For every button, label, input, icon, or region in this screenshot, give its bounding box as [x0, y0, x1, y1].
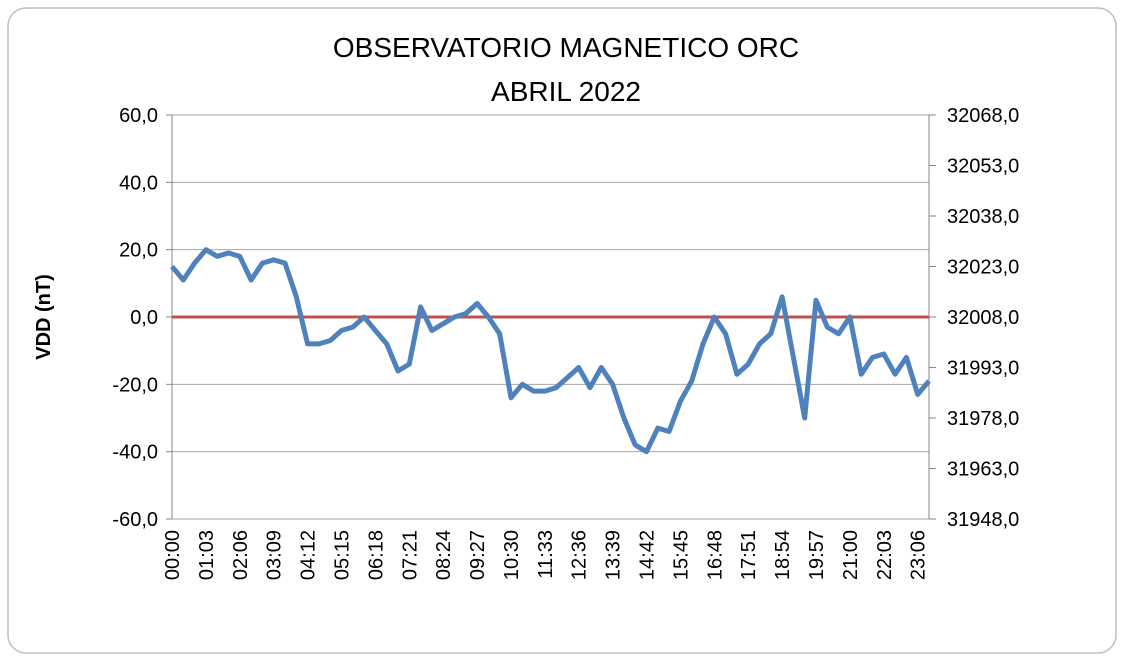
y-tick-label: -20,0 — [112, 374, 158, 396]
chart-subtitle: ABRIL 2022 — [491, 76, 641, 107]
x-tick-label: 08:24 — [433, 530, 455, 580]
x-tick-label: 15:45 — [670, 530, 692, 580]
y2-tick-label: 32068,0 — [947, 105, 1019, 127]
y-tick-label: 0,0 — [130, 307, 158, 329]
x-tick-label: 16:48 — [704, 530, 726, 580]
y-axis-label: VDD (nT) — [33, 274, 55, 360]
y2-tick-label: 32053,0 — [947, 156, 1019, 178]
y2-tick-label: 32038,0 — [947, 206, 1019, 228]
x-tick-label: 17:51 — [738, 530, 760, 580]
y2-tick-label: 31963,0 — [947, 459, 1019, 481]
y-tick-label: 20,0 — [119, 240, 158, 262]
x-tick-label: 05:15 — [331, 530, 353, 580]
chart-title: OBSERVATORIO MAGNETICO ORC — [333, 32, 799, 63]
x-tick-label: 02:06 — [230, 530, 252, 580]
y-tick-label: 60,0 — [119, 105, 158, 127]
x-tick-label: 07:21 — [399, 530, 421, 580]
x-tick-label: 12:36 — [569, 530, 591, 580]
x-tick-label: 21:00 — [840, 530, 862, 580]
x-tick-label: 22:03 — [874, 530, 896, 580]
y2-tick-label: 31978,0 — [947, 408, 1019, 430]
x-tick-label: 23:06 — [908, 530, 930, 580]
y2-tick-label: 32023,0 — [947, 257, 1019, 279]
x-tick-label: 09:27 — [467, 530, 489, 580]
x-tick-label: 03:09 — [264, 530, 286, 580]
chart-border — [7, 7, 1117, 654]
x-tick-label: 01:03 — [196, 530, 218, 580]
y2-tick-label: 31948,0 — [947, 509, 1019, 531]
y-tick-label: -40,0 — [112, 442, 158, 464]
y2-tick-label: 31993,0 — [947, 358, 1019, 380]
y-tick-label: -60,0 — [112, 509, 158, 531]
x-tick-label: 06:18 — [365, 530, 387, 580]
data-line — [170, 247, 931, 455]
x-tick-label: 04:12 — [298, 530, 320, 580]
x-tick-label: 11:33 — [535, 530, 557, 579]
x-tick-label: 13:39 — [603, 530, 625, 580]
x-tick-label: 00:00 — [162, 530, 184, 580]
x-tick-label: 14:42 — [637, 530, 659, 580]
y2-tick-label: 32008,0 — [947, 307, 1019, 329]
x-tick-label: 10:30 — [501, 530, 523, 580]
y-tick-label: 40,0 — [119, 172, 158, 194]
x-tick-label: 19:57 — [806, 530, 828, 580]
x-tick-label: 18:54 — [772, 530, 794, 580]
